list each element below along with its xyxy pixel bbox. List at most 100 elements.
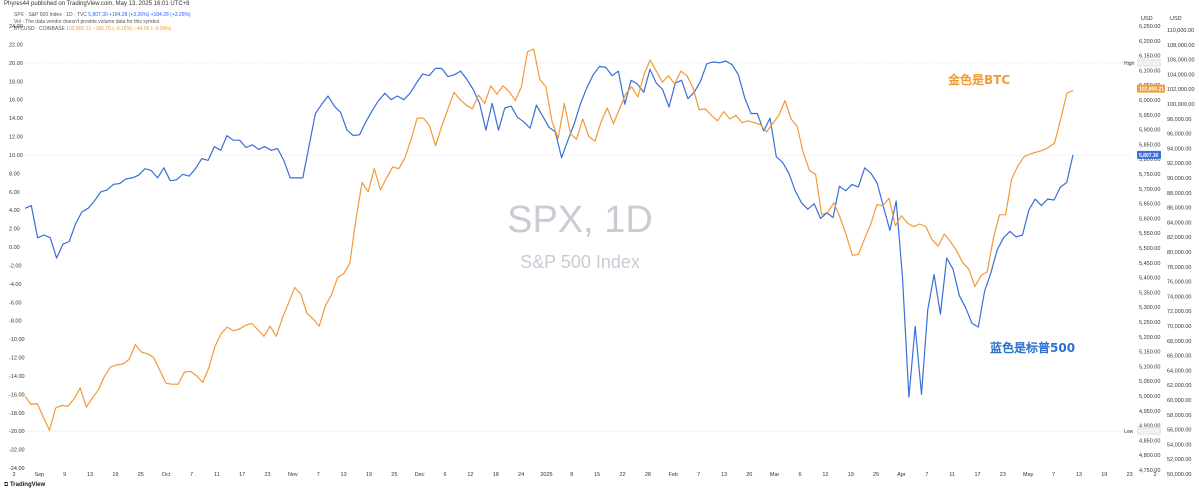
x-axis-tick: 13	[721, 472, 727, 478]
left-axis-tick: 20.00	[9, 61, 23, 67]
right-axis-spx-tick: 4,950.00	[1139, 409, 1160, 415]
x-axis-tick: 7	[317, 472, 320, 478]
right-axis-spx-tick: 4,800.00	[1139, 453, 1160, 459]
x-axis-tick: 17	[974, 472, 980, 478]
right-axis-spx-tick: 5,350.00	[1139, 290, 1160, 296]
x-axis-tick: 13	[1076, 472, 1082, 478]
high-price-tag-bg	[1137, 58, 1161, 67]
right-axis-btc-tick: 60,000.00	[1167, 398, 1191, 404]
high-price-tag-text: 6,147.43	[1139, 61, 1159, 67]
watermark-name: S&P 500 Index	[520, 252, 640, 272]
right-axis-spx-tick: 5,400.00	[1139, 276, 1160, 282]
publish-info: Phyres44 published on TradingView.com, M…	[4, 1, 190, 7]
spx-last-price-tag[interactable]: 5,807.30	[1137, 150, 1161, 159]
left-axis-tick: 0.00	[9, 245, 20, 251]
x-axis-tick: 6	[798, 472, 801, 478]
x-axis-tick: 19	[1101, 472, 1107, 478]
right-axis-spx-tick: 4,850.00	[1139, 438, 1160, 444]
spx-last-price-tag-text: 5,807.30	[1139, 153, 1159, 159]
x-axis-tick: Sep	[34, 472, 44, 478]
legend-volume-text: Vol · The data vendor doesn't provide vo…	[14, 19, 161, 25]
legend-row-spx[interactable]: SPX · S&P 500 Index · 1D · TVC 5,807.30 …	[14, 12, 191, 19]
x-axis-tick: 8	[570, 472, 573, 478]
left-axis-tick: 14.00	[9, 116, 23, 122]
right-axis-spx-tick: 6,000.00	[1139, 98, 1160, 104]
left-axis-tick: 10.00	[9, 153, 23, 159]
x-axis-tick: 20	[746, 472, 752, 478]
right-axis-spx-tick: 5,300.00	[1139, 305, 1160, 311]
right-axis-btc-tick: 66,000.00	[1167, 354, 1191, 360]
x-axis-tick: Mar	[770, 472, 780, 478]
x-axis-tick: May	[1023, 472, 1034, 478]
right-axis-spx-tick: 6,250.00	[1139, 24, 1160, 30]
right-axis-unit-btc: USD	[1170, 16, 1182, 22]
x-axis-tick: 12	[467, 472, 473, 478]
right-axis-spx-tick: 5,050.00	[1139, 379, 1160, 385]
low-price-tag-text: 4,835.04	[1139, 429, 1159, 435]
right-axis-spx-tick: 5,550.00	[1139, 231, 1160, 237]
footer-brand[interactable]: ⧉ TradingView	[4, 482, 46, 488]
x-axis-tick: Dec	[415, 472, 425, 478]
legend-spx-value: 5,807.30 +184.28 (+3.26%) +184.28 (+3.26…	[88, 12, 191, 18]
left-axis-tick: 24.00	[9, 24, 23, 30]
right-axis-btc-tick: 104,000.00	[1167, 72, 1195, 78]
right-axis-spx-tick: 6,150.00	[1139, 54, 1160, 60]
low-label: Low	[1124, 429, 1134, 435]
annotation-spx: 蓝色是标普500	[990, 340, 1075, 355]
x-axis-tick: 13	[341, 472, 347, 478]
legend-row-btc[interactable]: BTCUSD · COINBASE 102,800.21 −166.70 (−0…	[14, 26, 191, 33]
x-axis-tick: 2	[1153, 472, 1156, 478]
left-axis-tick: 12.00	[9, 135, 23, 141]
right-axis-btc-tick: 52,000.00	[1167, 457, 1191, 463]
legend-row-volume[interactable]: Vol · The data vendor doesn't provide vo…	[14, 19, 191, 26]
x-axis-tick: Feb	[669, 472, 678, 478]
x-axis-tick: 25	[391, 472, 397, 478]
right-axis-spx-tick: 5,150.00	[1139, 350, 1160, 356]
left-axis-tick: -20.00	[9, 429, 25, 435]
legend-btc-value: 102,800.21 −166.70 (−0.16%) −44.06 (−0.0…	[66, 26, 172, 32]
right-axis-btc-tick: 68,000.00	[1167, 339, 1191, 345]
right-axis-btc-tick: 102,000.00	[1167, 87, 1195, 93]
right-axis-btc-tick: 108,000.00	[1167, 43, 1195, 49]
x-axis-tick: 19	[366, 472, 372, 478]
x-axis-tick: Oct	[162, 472, 171, 478]
left-axis-tick: -4.00	[9, 282, 22, 288]
x-axis-tick: Apr	[897, 472, 906, 478]
right-axis-btc-tick: 76,000.00	[1167, 280, 1191, 286]
left-axis-tick: -22.00	[9, 448, 25, 454]
right-axis-spx-tick: 5,450.00	[1139, 261, 1160, 267]
right-axis-spx-tick: 5,750.00	[1139, 172, 1160, 178]
x-axis-tick: 25	[138, 472, 144, 478]
low-price-tag[interactable]: 4,835.04	[1137, 427, 1161, 436]
right-axis-btc-tick: 84,000.00	[1167, 220, 1191, 226]
left-axis-tick: 16.00	[9, 98, 23, 104]
right-axis-spx-tick: 5,850.00	[1139, 142, 1160, 148]
right-axis-spx-tick: 5,100.00	[1139, 364, 1160, 370]
x-axis-tick: 6	[444, 472, 447, 478]
left-axis-tick: -18.00	[9, 411, 25, 417]
left-axis-tick: 6.00	[9, 190, 20, 196]
right-axis-spx-tick: 4,750.00	[1139, 468, 1160, 474]
right-axis-btc-tick: 78,000.00	[1167, 265, 1191, 271]
left-axis-tick: -12.00	[9, 356, 25, 362]
legend-spx-symbol: SPX · S&P 500 Index · 1D · TVC	[14, 12, 87, 18]
right-axis-btc-tick: 96,000.00	[1167, 132, 1191, 138]
x-axis-tick: 28	[645, 472, 651, 478]
left-axis-tick: 22.00	[9, 42, 23, 48]
right-axis-btc-tick: 100,000.00	[1167, 102, 1195, 108]
btc-line[interactable]	[24, 48, 1074, 431]
btc-last-price-tag[interactable]: 102,800.21	[1137, 84, 1165, 93]
right-axis-btc-tick: 86,000.00	[1167, 206, 1191, 212]
right-axis-btc-tick: 54,000.00	[1167, 442, 1191, 448]
right-axis-spx-tick: 5,200.00	[1139, 335, 1160, 341]
x-axis-tick: 2	[12, 472, 15, 478]
high-price-tag[interactable]: 6,147.43	[1137, 58, 1161, 67]
left-axis-tick: -10.00	[9, 337, 25, 343]
right-axis-btc-tick: 64,000.00	[1167, 368, 1191, 374]
right-axis-btc-tick: 58,000.00	[1167, 413, 1191, 419]
right-axis-btc-tick: 82,000.00	[1167, 235, 1191, 241]
spx-line[interactable]	[24, 60, 1074, 398]
right-axis-btc-tick: 50,000.00	[1167, 472, 1191, 478]
x-axis-tick: 23	[1000, 472, 1006, 478]
